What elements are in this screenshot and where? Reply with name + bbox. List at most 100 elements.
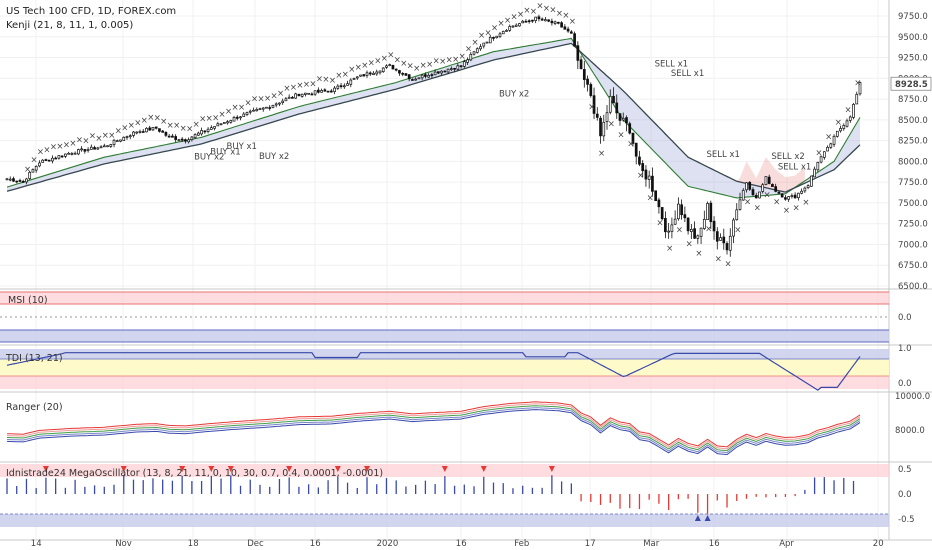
buy-marker: × (543, 4, 550, 14)
candle-body (800, 190, 803, 194)
candle-body (271, 104, 275, 108)
candle-body (706, 203, 709, 220)
candle-body (852, 104, 855, 118)
kenji-slow-line (6, 42, 861, 193)
candle-body (702, 218, 706, 229)
candle-body (349, 79, 353, 85)
buy-marker: × (43, 146, 50, 156)
candle-body (307, 92, 310, 95)
candle-body (625, 117, 628, 124)
ranger-band-line (6, 403, 861, 450)
candle-body (154, 126, 158, 129)
buy-marker: × (335, 71, 342, 81)
candle-body (18, 180, 22, 182)
x-tick-label: Nov (115, 539, 132, 549)
x-tick-label: Mar (643, 539, 660, 549)
candle-body (89, 146, 93, 150)
candle-body (8, 178, 12, 181)
y-tick-label: 8250.0 (898, 137, 928, 147)
ranger-tick-label: 10000.0 (895, 392, 930, 402)
buy-marker: × (491, 24, 498, 34)
candle-body (858, 82, 862, 95)
candle-body (550, 20, 554, 24)
buy-marker: × (108, 131, 115, 141)
y-tick-label: 6500.0 (898, 282, 928, 292)
candle-body (145, 127, 148, 133)
candle-body (229, 120, 233, 123)
buy-marker: × (134, 118, 141, 128)
candle-body (466, 59, 469, 63)
osc-sell-triangle (179, 466, 186, 472)
candle-body (164, 132, 168, 136)
candle-body (842, 125, 846, 129)
candle-body (51, 157, 54, 162)
candle-body (359, 74, 362, 77)
candle-body (368, 72, 372, 75)
kenji-fast-line (6, 37, 861, 199)
candle-body (722, 236, 726, 244)
candle-body (274, 103, 278, 106)
candle-body (317, 89, 320, 93)
sell-signal-label: SELL x1 (655, 60, 688, 70)
candle-body (453, 67, 456, 70)
buy-marker: × (394, 55, 401, 65)
candle-body (667, 230, 670, 233)
sell-marker: × (734, 226, 741, 236)
candle-body (430, 74, 434, 76)
buy-marker: × (400, 59, 407, 69)
buy-signal-label: BUY x2 (259, 152, 289, 162)
osc-sell-triangle (480, 466, 487, 472)
sell-marker: × (666, 244, 673, 254)
candle-body (167, 135, 171, 138)
candle-body (686, 217, 690, 232)
buy-marker: × (76, 136, 83, 146)
candle-body (735, 209, 739, 221)
candle-body (352, 78, 356, 80)
candle-body (219, 123, 223, 126)
candle-body (599, 117, 602, 137)
x-tick-label: 14 (31, 539, 42, 549)
sell-signal-label: SELL x2 (771, 152, 804, 162)
candle-body (835, 130, 839, 137)
buy-marker: × (348, 65, 355, 75)
buy-marker: × (115, 127, 122, 137)
candle-body (180, 138, 184, 141)
candle-body (780, 193, 784, 198)
candle-body (485, 41, 489, 44)
buy-marker: × (549, 6, 556, 16)
sell-marker: × (608, 119, 615, 129)
candle-body (456, 65, 460, 70)
candle-body (664, 218, 667, 233)
sell-marker: × (705, 225, 712, 235)
sell-marker: × (695, 249, 702, 259)
candle-body (102, 145, 106, 148)
candle-body (651, 175, 654, 192)
candle-body (615, 102, 619, 114)
candle-body (745, 182, 748, 191)
buy-marker: × (30, 155, 37, 165)
candle-body (67, 152, 70, 155)
kenji-cloud-down (577, 40, 805, 193)
candle-body (595, 113, 599, 118)
candle-body (719, 237, 722, 241)
candle-body (495, 35, 499, 39)
candle-body (15, 180, 19, 183)
candle-body (537, 16, 541, 20)
sell-marker: × (763, 190, 770, 200)
candle-body (508, 26, 512, 31)
tdi-tick-label: 0.0 (898, 379, 912, 389)
candle-body (829, 143, 833, 148)
candle-body (712, 220, 716, 232)
buy-marker: × (854, 79, 861, 89)
candle-body (521, 20, 525, 24)
candle-body (284, 98, 288, 102)
buy-marker: × (193, 120, 200, 130)
candle-body (443, 70, 447, 73)
candle-body (777, 191, 781, 194)
candle-body (80, 148, 83, 151)
candle-body (761, 184, 765, 192)
buy-marker: × (264, 94, 271, 104)
candle-body (680, 204, 683, 216)
candle-body (323, 89, 327, 92)
candle-body (511, 25, 515, 28)
